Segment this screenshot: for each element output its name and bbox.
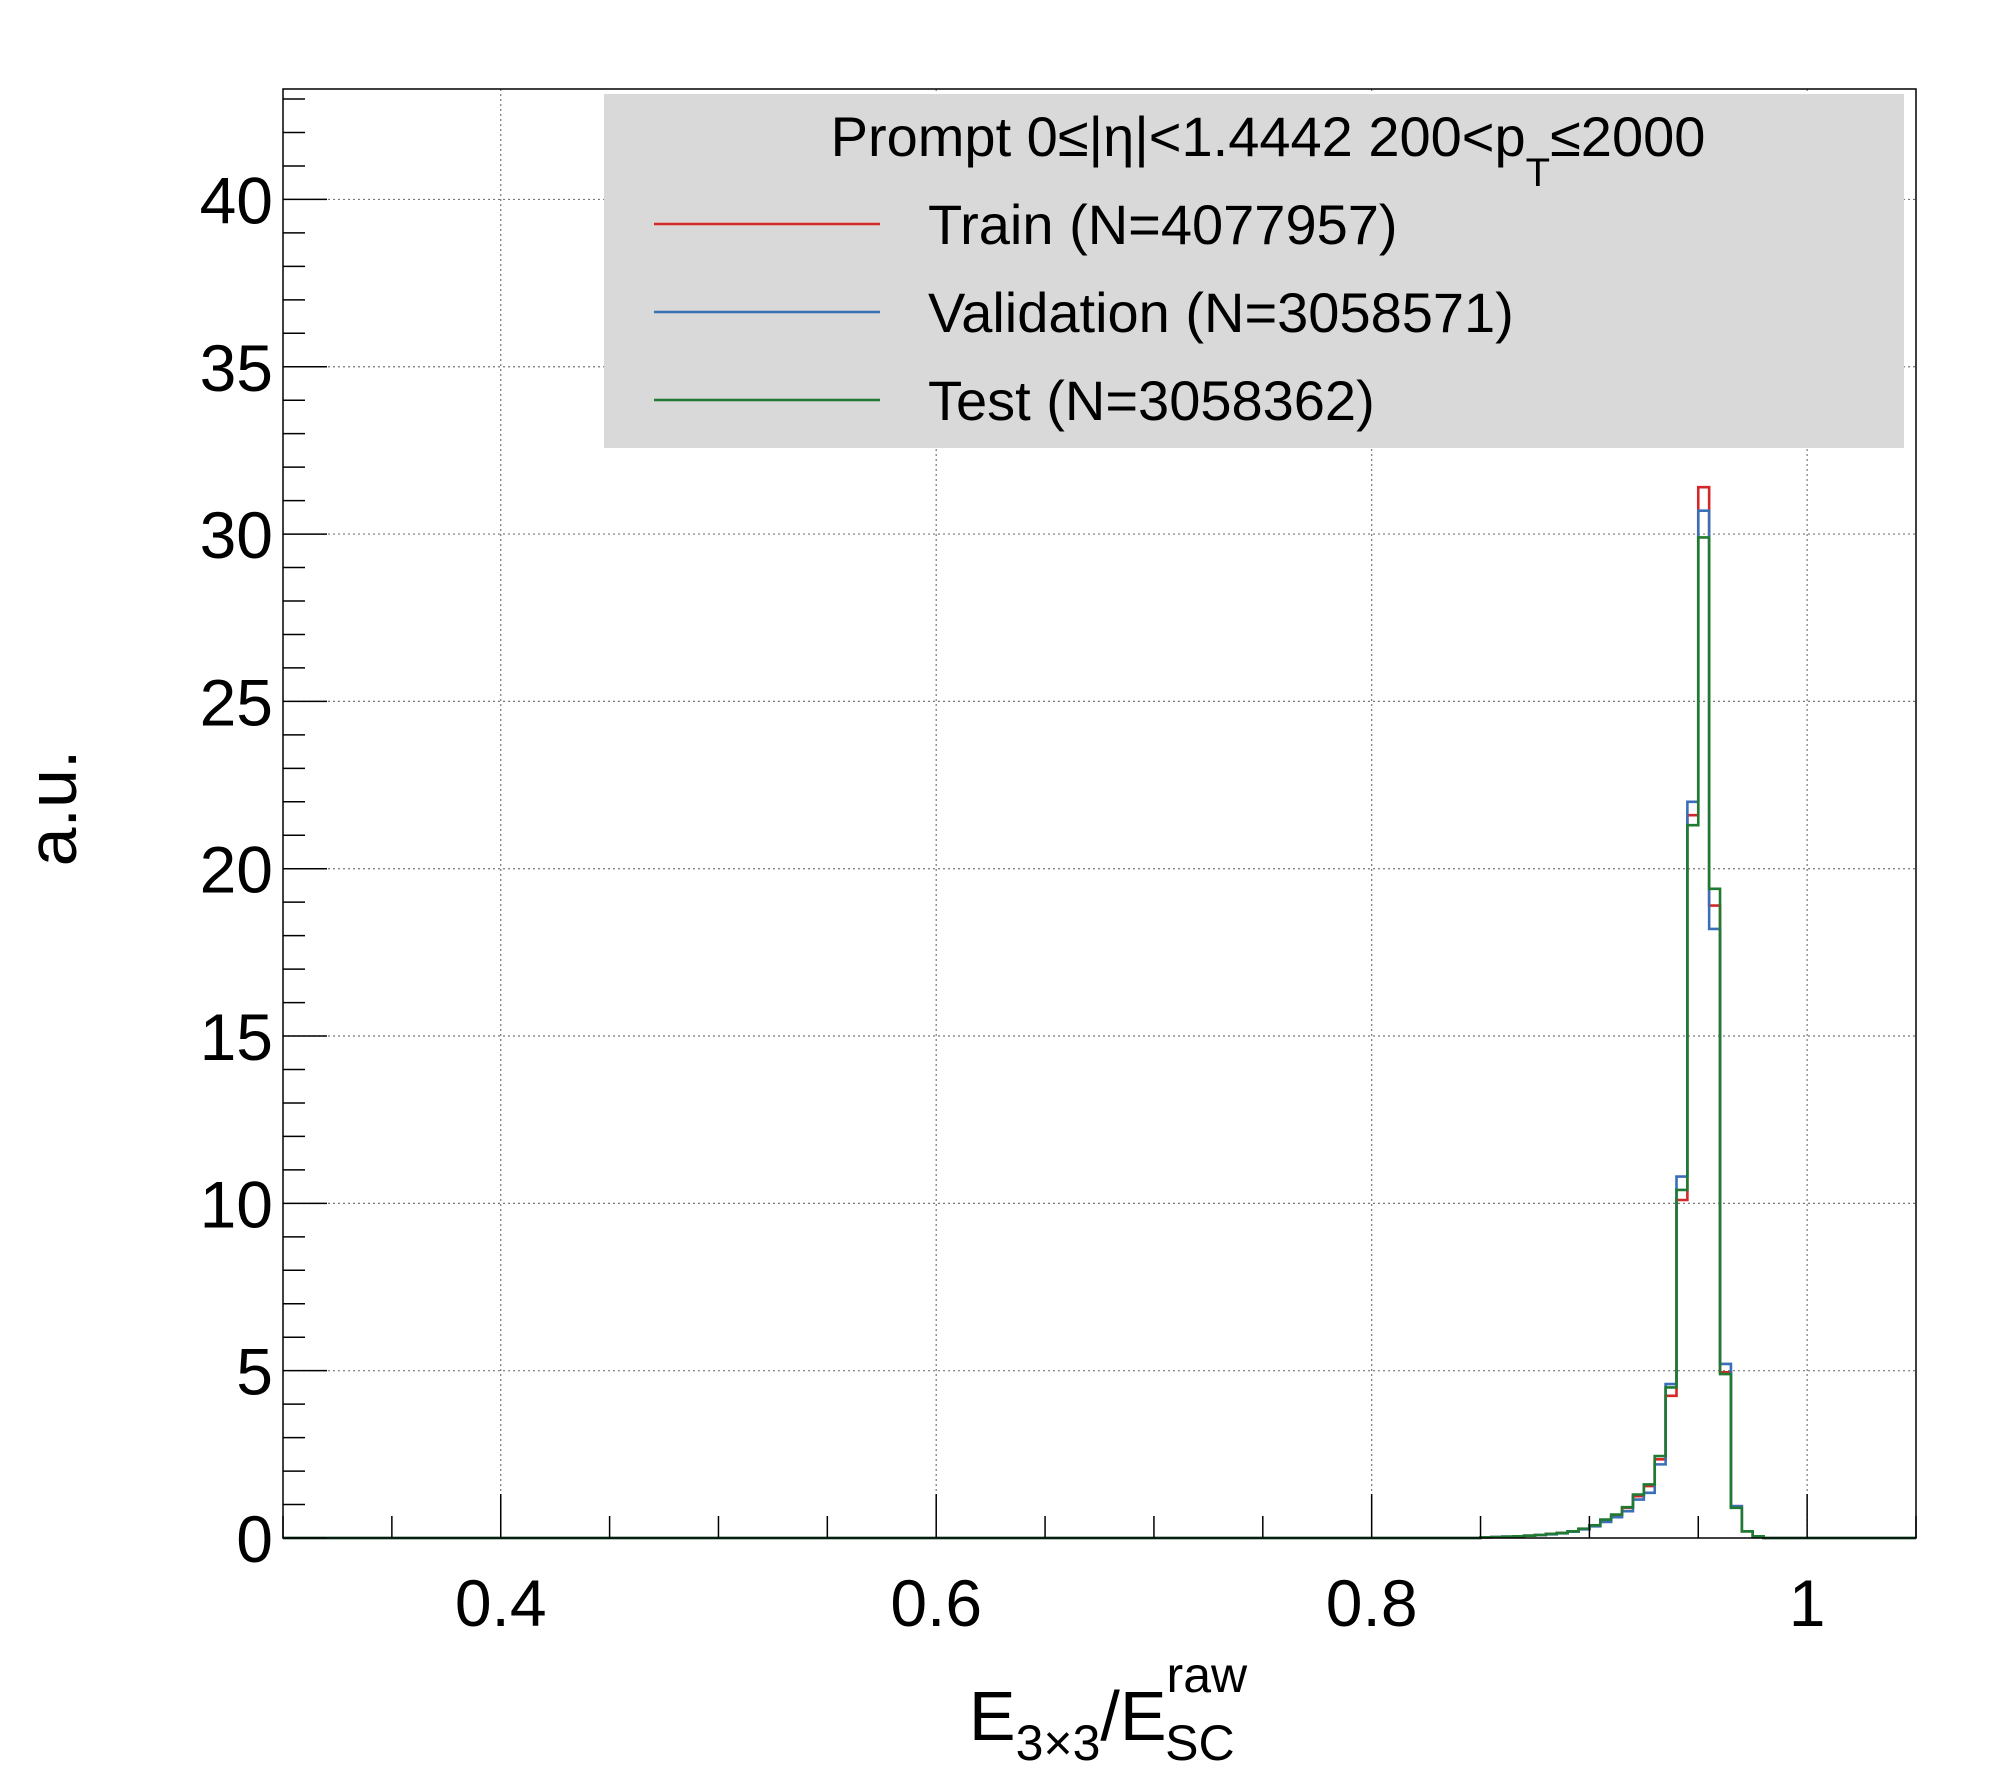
x-tick-label: 1 [1789,1566,1826,1640]
legend-entry-label: Train (N=4077957) [928,193,1398,256]
y-tick-label: 15 [200,1000,273,1074]
y-axis-title: a.u. [13,750,91,867]
y-tick-label: 10 [200,1167,273,1241]
axis-ticks [282,98,1917,1539]
x-tick-label: 0.8 [1326,1566,1418,1640]
y-tick-label: 20 [200,833,273,907]
x-tick-label: 0.4 [455,1566,547,1640]
y-tick-label: 35 [200,331,273,405]
legend-box [604,94,1904,448]
legend-entry-label: Validation (N=3058571) [928,281,1514,344]
legend-header: Prompt 0≤|η|<1.4442 200<pT≤2000 [831,105,1706,195]
y-tick-label: 5 [236,1335,273,1409]
legend: Prompt 0≤|η|<1.4442 200<pT≤2000 Train (N… [604,94,1904,448]
legend-entries: Train (N=4077957) Validation (N=3058571) T… [654,193,1514,432]
y-tick-label: 0 [236,1502,273,1576]
y-tick-label: 40 [200,163,273,237]
y-tick-label: 25 [200,665,273,739]
x-tick-label: 0.6 [890,1566,982,1640]
y-tick-label: 30 [200,498,273,572]
legend-entry-label: Test (N=3058362) [928,369,1375,432]
series-line [283,536,1916,1540]
plot-frame [282,88,1917,1539]
histogram-series [283,485,1916,1540]
x-axis-title: E3×3/Eraw SC [969,1647,1248,1771]
